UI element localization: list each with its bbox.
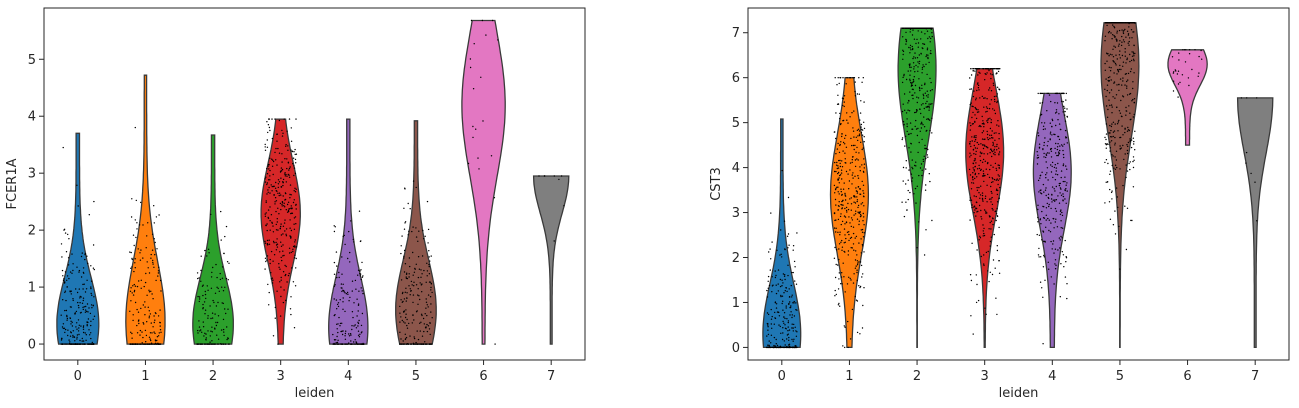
dots-cst3-2 xyxy=(901,27,933,256)
dots-fcer1a-2 xyxy=(196,210,230,345)
x-tick-label: 5 xyxy=(412,369,420,384)
dots-fcer1a-6 xyxy=(467,19,499,345)
x-tick-label: 7 xyxy=(1251,369,1259,384)
violin-cst3-6 xyxy=(1167,49,1208,146)
dots-fcer1a-0 xyxy=(60,146,96,345)
x-tick-label: 2 xyxy=(209,369,217,384)
y-tick-label: 4 xyxy=(732,161,740,176)
x-axis-label: leiden xyxy=(999,386,1039,401)
violin-cst3-0 xyxy=(762,118,802,349)
plot-frame xyxy=(43,7,586,361)
x-tick-label: 3 xyxy=(277,369,285,384)
y-tick-label: 3 xyxy=(28,167,36,182)
violin-cst3-7 xyxy=(1236,97,1274,349)
violin-cst3-1 xyxy=(829,77,870,349)
violin-fcer1a-6 xyxy=(461,19,506,345)
y-tick-label: 0 xyxy=(732,341,740,356)
dots-cst3-0 xyxy=(766,169,798,349)
plot-frame xyxy=(747,7,1290,361)
violin-fcer1a-7 xyxy=(532,175,570,345)
violin-cst3-5 xyxy=(1100,22,1140,349)
y-tick-label: 1 xyxy=(732,296,740,311)
dots-fcer1a-7 xyxy=(538,175,565,242)
y-tick-label: 5 xyxy=(28,53,36,68)
violin-fcer1a-3 xyxy=(260,118,301,345)
y-tick-label: 1 xyxy=(28,281,36,296)
y-tick-label: 6 xyxy=(732,71,740,86)
x-tick-label: 3 xyxy=(981,369,989,384)
dots-fcer1a-4 xyxy=(332,210,365,345)
dots-cst3-1 xyxy=(833,77,866,349)
x-tick-label: 0 xyxy=(74,369,82,384)
y-tick-label: 5 xyxy=(732,116,740,131)
y-tick-label: 2 xyxy=(28,224,36,239)
x-tick-label: 1 xyxy=(141,369,149,384)
dots-fcer1a-1 xyxy=(129,126,162,345)
dots-fcer1a-3 xyxy=(264,118,298,345)
y-tick-label: 3 xyxy=(732,206,740,221)
x-tick-label: 6 xyxy=(479,369,487,384)
y-axis-label: FCER1A xyxy=(5,158,20,209)
violin-fcer1a-2 xyxy=(192,134,234,345)
cst3-violin-panel: 0 1 2 3 4 5 6 7 0 1 2 3 4 5 6 7 leiden CST3 xyxy=(709,7,1290,401)
dots-fcer1a-5 xyxy=(399,180,433,345)
y-tick-label: 7 xyxy=(732,26,740,41)
x-tick-label: 4 xyxy=(1048,369,1056,384)
fcer1a-violin-panel: 0 1 2 3 4 5 0 1 2 3 4 5 6 7 leiden FCER1A xyxy=(5,7,586,401)
violin-cst3-4 xyxy=(1032,92,1072,349)
x-tick-label: 4 xyxy=(344,369,352,384)
violin-cst3-2 xyxy=(897,27,937,349)
dots-cst3-5 xyxy=(1104,22,1136,270)
dots-cst3-4 xyxy=(1036,92,1069,345)
x-tick-label: 7 xyxy=(547,369,555,384)
violin-fcer1a-0 xyxy=(56,132,100,345)
violin-fcer1a-1 xyxy=(125,74,166,345)
y-tick-label: 2 xyxy=(732,251,740,266)
x-tick-label: 5 xyxy=(1116,369,1124,384)
y-tick-label: 4 xyxy=(28,110,36,125)
y-tick-label: 0 xyxy=(28,338,36,353)
x-tick-label: 2 xyxy=(913,369,921,384)
dots-cst3-6 xyxy=(1171,49,1203,98)
x-tick-label: 1 xyxy=(845,369,853,384)
dots-cst3-3 xyxy=(968,68,1001,335)
x-tick-label: 6 xyxy=(1183,369,1191,384)
x-tick-label: 0 xyxy=(778,369,786,384)
y-axis-label: CST3 xyxy=(709,167,724,201)
x-axis-label: leiden xyxy=(295,386,335,401)
dots-cst3-7 xyxy=(1240,97,1258,222)
violin-fcer1a-5 xyxy=(395,120,437,345)
